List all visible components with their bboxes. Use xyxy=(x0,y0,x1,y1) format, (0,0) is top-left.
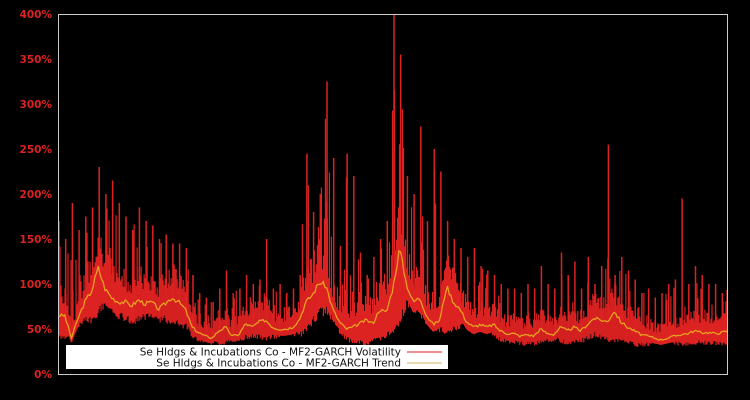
legend-box xyxy=(66,345,448,369)
legend-label-trend: Se Hldgs & Incubations Co - MF2-GARCH Tr… xyxy=(156,358,401,370)
plot-area xyxy=(58,14,728,347)
y-tick-label: 250% xyxy=(20,144,53,156)
legend-label-volatility: Se Hldgs & Incubations Co - MF2-GARCH Vo… xyxy=(140,347,401,359)
y-tick-label: 50% xyxy=(27,324,53,336)
y-tick-label: 200% xyxy=(20,189,53,201)
legend: Se Hldgs & Incubations Co - MF2-GARCH Vo… xyxy=(66,345,448,370)
y-tick-label: 350% xyxy=(20,54,53,66)
y-tick-label: 0% xyxy=(34,369,52,381)
y-tick-label: 100% xyxy=(20,279,53,291)
y-tick-label: 150% xyxy=(20,234,53,246)
y-tick-label: 300% xyxy=(20,99,53,111)
trend-series xyxy=(58,249,728,342)
y-axis-labels: 0% 50% 100% 150% 200% 250% 300% 350% 400… xyxy=(20,9,53,381)
y-tick-label: 400% xyxy=(20,9,53,21)
volatility-series xyxy=(58,14,728,347)
plot-frame xyxy=(58,14,728,375)
